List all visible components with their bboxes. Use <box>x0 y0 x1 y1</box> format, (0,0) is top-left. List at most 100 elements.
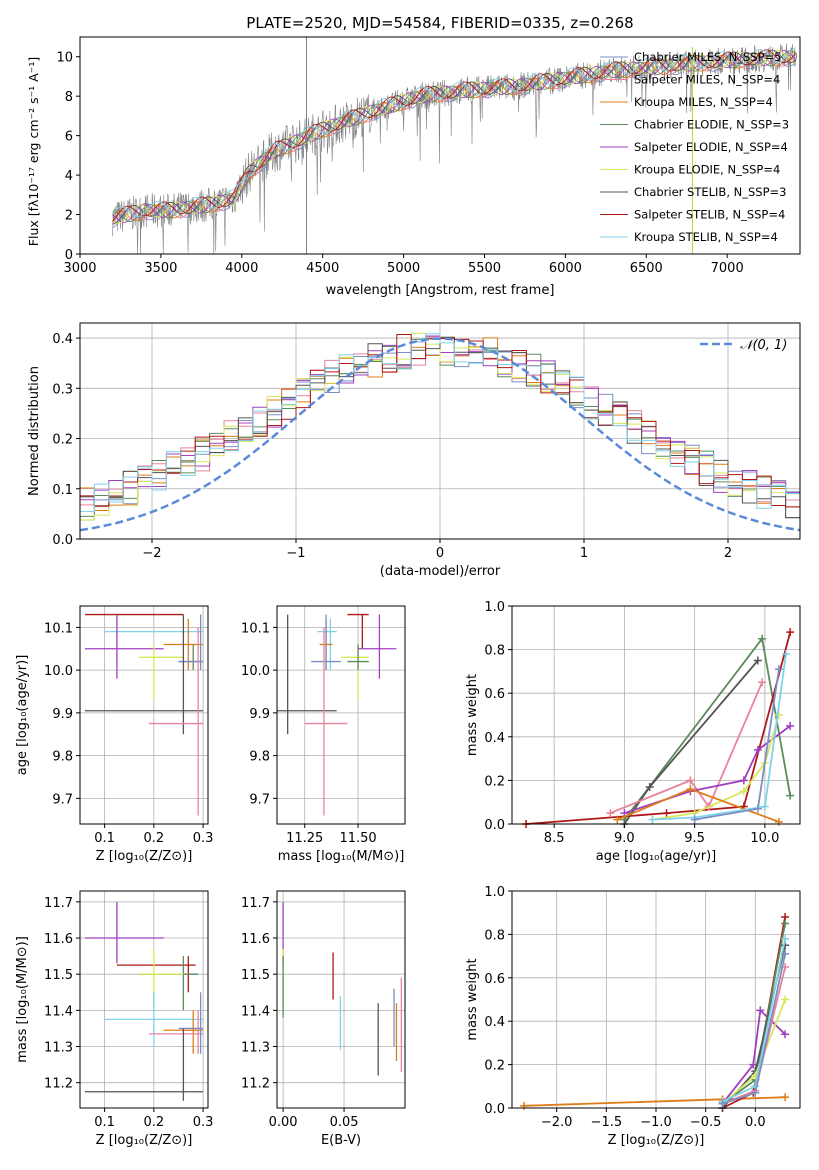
series-marker-s_miles <box>758 678 767 687</box>
x-tick-label: 0.0 <box>745 1115 766 1130</box>
series-marker-k_elodie <box>781 995 790 1004</box>
x-tick-label: 5500 <box>468 261 501 276</box>
observed-spectrum <box>112 43 798 254</box>
x-tick-label: 3000 <box>63 261 96 276</box>
y-tick-label: 9.9 <box>52 707 73 722</box>
x-tick-label: −1.0 <box>640 1115 672 1130</box>
series-marker-s_elodie <box>786 721 795 730</box>
y-tick-label: 0.3 <box>52 382 73 397</box>
axes-frame <box>276 605 406 825</box>
series-marker-s_elodie <box>781 1030 790 1039</box>
y-axis-label: mass weight <box>465 674 480 756</box>
y-tick-label: 11.7 <box>44 896 73 911</box>
x-tick-label: −1 <box>286 546 305 561</box>
model-line-c_stelib <box>112 49 797 225</box>
y-tick-label: 11.5 <box>241 968 270 983</box>
y-tick-label: 9.9 <box>249 707 270 722</box>
y-tick-label: 0.0 <box>52 533 73 548</box>
legend-label: Chabrier STELIB, N_SSP=3 <box>634 185 786 199</box>
y-tick-label: 0.2 <box>52 433 73 448</box>
x-tick-label: 9.5 <box>684 831 705 846</box>
x-tick-label: 4000 <box>225 261 258 276</box>
series-marker-c_miles <box>718 1099 727 1108</box>
y-tick-label: 9.7 <box>249 792 270 807</box>
y-tick-label: 0.8 <box>484 928 505 943</box>
series-line-k_miles <box>523 1096 786 1107</box>
y-tick-label: 0 <box>65 248 73 263</box>
y-tick-label: 0.4 <box>484 1015 505 1030</box>
series-marker-c_miles <box>753 804 762 813</box>
x-tick-label: 6500 <box>630 261 663 276</box>
series-marker-c_miles <box>781 949 790 958</box>
panel-weight_vs_Z <box>508 890 801 1112</box>
y-tick-label: 11.7 <box>241 896 270 911</box>
x-tick-label: −1.5 <box>591 1115 623 1130</box>
y-tick-label: 11.4 <box>241 1004 270 1019</box>
x-tick-label: 4500 <box>306 261 339 276</box>
series-marker-s_elodie <box>739 776 748 785</box>
y-axis-label: Normed distribution <box>27 366 42 496</box>
y-axis-label: mass weight <box>465 958 480 1040</box>
y-tick-label: 0.6 <box>484 972 505 987</box>
legend-label: Salpeter MILES, N_SSP=4 <box>634 73 780 87</box>
series-marker-c_miles <box>690 815 699 824</box>
y-tick-label: 10.0 <box>44 664 73 679</box>
series-marker-s_stelib <box>662 809 671 818</box>
series-marker-s_miles <box>686 776 695 785</box>
series-line-k_stelib <box>652 653 787 821</box>
x-tick-label: 0.1 <box>94 1115 115 1130</box>
normal-curve <box>79 337 801 532</box>
x-axis-label: age [log₁₀(age/yr)] <box>596 849 717 864</box>
axes-frame <box>79 890 209 1109</box>
legend-label: Salpeter STELIB, N_SSP=4 <box>634 208 785 222</box>
x-tick-label: 5000 <box>387 261 420 276</box>
y-tick-label: 10.0 <box>241 664 270 679</box>
series-line-s_miles <box>609 681 763 814</box>
y-tick-label: 2 <box>65 209 73 224</box>
y-tick-label: 1.0 <box>484 600 505 615</box>
y-tick-label: 9.8 <box>52 750 73 765</box>
x-axis-label: Z [log₁₀(Z/Z⊙)] <box>96 849 193 864</box>
y-tick-label: 0.2 <box>484 774 505 789</box>
series-marker-c_elodie <box>786 791 795 800</box>
y-tick-label: 11.3 <box>241 1041 270 1056</box>
panel-mass_vs_ebv <box>273 890 406 1112</box>
series-line-k_elodie <box>652 714 780 821</box>
series-marker-c_elodie <box>781 919 790 928</box>
y-axis-label: age [log₁₀(age/yr)] <box>15 655 30 776</box>
y-tick-label: 11.3 <box>44 1041 73 1056</box>
y-tick-label: 10.1 <box>241 621 270 636</box>
x-axis-label: E(B-V) <box>321 1133 361 1148</box>
series-marker-c_miles <box>751 1088 760 1097</box>
x-tick-label: 0.3 <box>193 1115 214 1130</box>
axes-frame <box>79 36 801 255</box>
x-tick-label: 7000 <box>711 261 744 276</box>
chart-title: PLATE=2520, MJD=54584, FIBERID=0335, z=0… <box>246 14 633 32</box>
y-tick-label: 1.0 <box>484 885 505 900</box>
y-tick-label: 10.1 <box>44 621 73 636</box>
y-tick-label: 0.2 <box>484 1059 505 1074</box>
y-tick-label: 8 <box>65 90 73 105</box>
y-tick-label: 11.6 <box>241 932 270 947</box>
x-tick-label: 0.2 <box>144 1115 165 1130</box>
series-marker-k_miles <box>774 817 783 826</box>
y-tick-label: 11.6 <box>44 932 73 947</box>
series-marker-s_stelib <box>786 628 795 637</box>
legend-label: Salpeter ELODIE, N_SSP=4 <box>634 140 788 154</box>
legend-label: Kroupa ELODIE, N_SSP=4 <box>634 163 780 177</box>
series-marker-k_miles <box>781 1093 790 1102</box>
series-marker-k_elodie <box>774 711 783 719</box>
y-tick-label: 11.2 <box>44 1077 73 1092</box>
y-tick-label: 0.0 <box>484 818 505 833</box>
x-axis-label: mass [log₁₀(M/M⊙)] <box>278 849 405 864</box>
panel-age_vs_Z <box>76 605 209 828</box>
legend-label: Chabrier MILES, N_SSP=5 <box>634 50 781 64</box>
y-tick-label: 11.4 <box>44 1004 73 1019</box>
x-tick-label: 0.3 <box>193 831 214 846</box>
x-axis-label: Z [log₁₀(Z/Z⊙)] <box>96 1133 193 1148</box>
series-marker-s_elodie <box>753 745 762 754</box>
model-line-s_miles <box>112 53 797 224</box>
series-marker-c_stelib <box>645 782 654 791</box>
panel-residuals <box>76 322 801 543</box>
model-line-s_stelib <box>112 49 797 222</box>
